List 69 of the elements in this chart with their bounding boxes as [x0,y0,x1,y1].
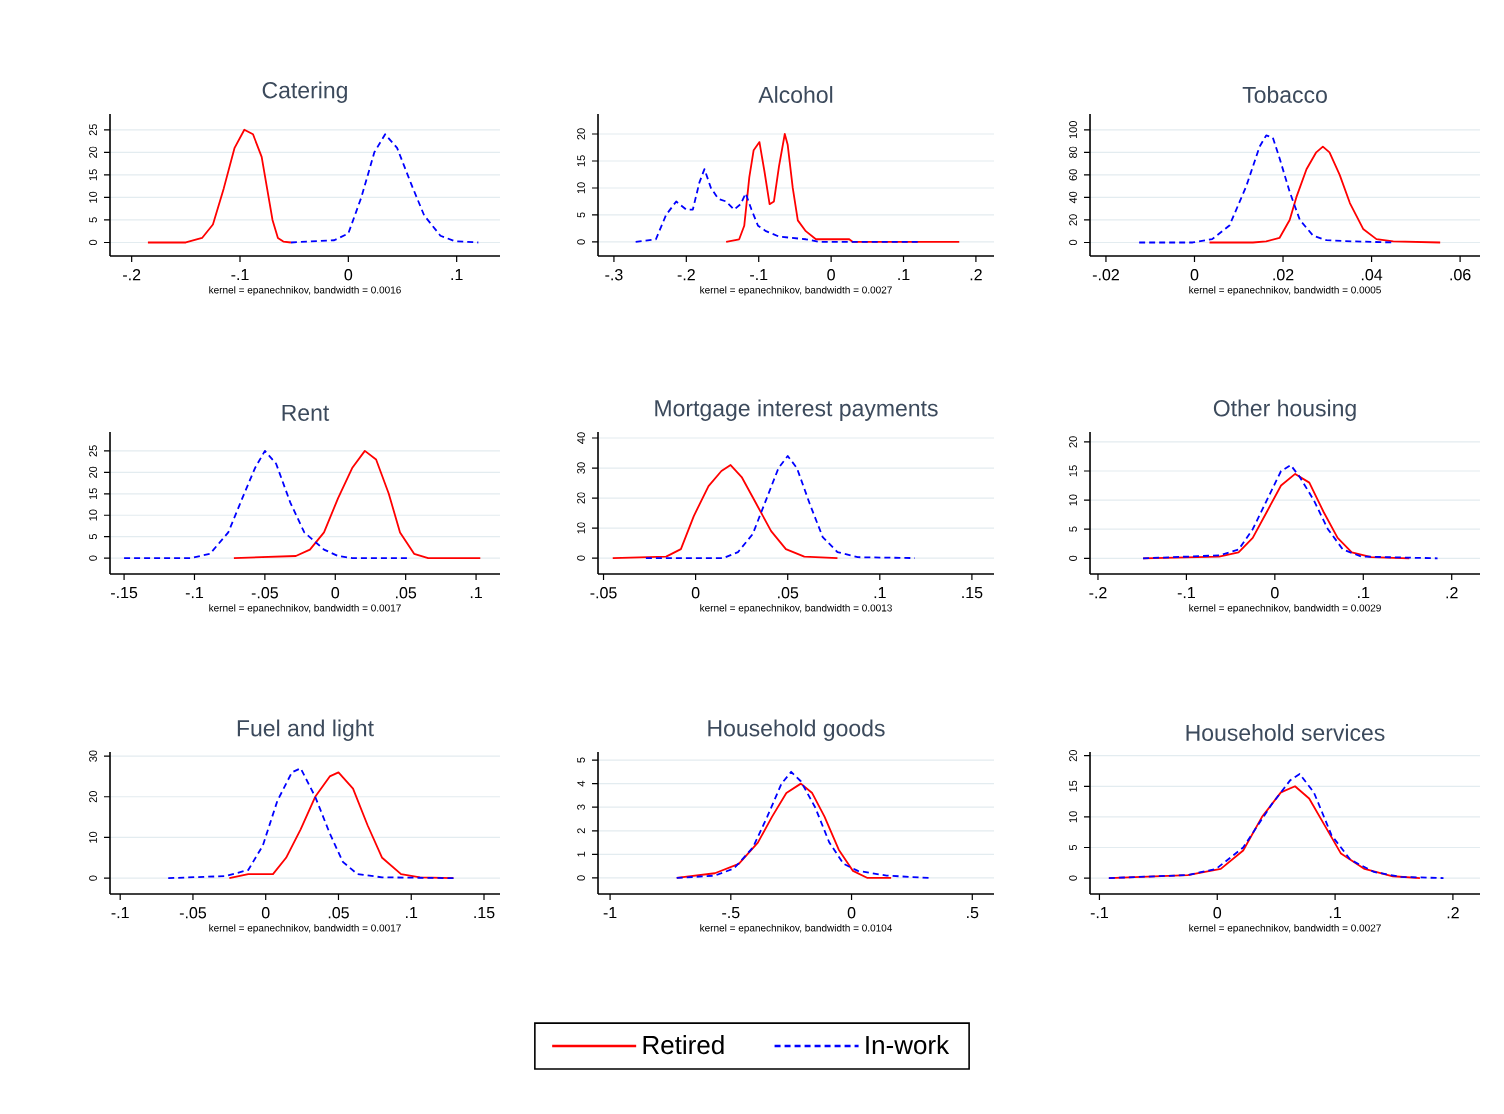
x-tick-label: .1 [1329,907,1341,919]
x-tick-label: .2 [1446,587,1458,599]
x-tick-label: .2 [1447,907,1459,919]
x-tick-label: -.2 [677,269,695,281]
x-tick-label: -.1 [1090,907,1108,919]
x-tick-label: -.05 [179,907,207,919]
x-tick-label: .05 [778,587,799,599]
x-tick-label: .2 [970,269,982,281]
x-tick-label: .15 [962,587,983,599]
x-tick-label: 0 [1271,587,1279,599]
chart-title: Fuel and light [237,719,374,741]
x-tick-label: .1 [451,269,463,281]
x-tick-label: .05 [328,907,349,919]
chart-title: Tobacco [1242,86,1327,103]
x-tick-label: 0 [1190,269,1199,281]
line-series [725,133,961,243]
line-series [611,464,839,559]
x-tick-label: -.5 [722,907,740,919]
line-series [147,128,292,244]
x-tick-label: 0 [1213,907,1222,919]
x-tick-label: .1 [470,587,482,599]
x-tick-label: .1 [874,587,886,599]
x-tick-label: .15 [474,907,495,919]
x-tick-label: 0 [331,587,340,599]
x-tick-label: -.2 [1089,587,1107,599]
x-tick-label: -.02 [1092,269,1119,281]
chart-title: Mortgage interest payments [655,399,938,421]
x-tick-label: 0 [847,907,856,919]
x-tick-label: -.1 [1177,587,1195,599]
x-tick-label: -.15 [111,587,138,599]
line-series [123,449,411,560]
x-tick-label: .1 [406,907,418,919]
x-tick-label: -.3 [605,269,623,281]
line-series [1138,134,1395,244]
chart-title: Alcohol [758,86,833,103]
line-series [675,782,893,879]
x-tick-label: .04 [1361,269,1383,281]
x-tick-label: .06 [1450,269,1471,281]
line-series [1142,464,1439,560]
x-tick-label: .05 [396,587,417,599]
x-tick-label: -.2 [123,269,141,281]
x-tick-label: 0 [691,587,700,599]
line-series [1208,145,1442,244]
line-series [233,449,482,560]
legend-label: In-work [866,1035,950,1055]
x-tick-label: .02 [1273,269,1294,281]
x-tick-label: -.1 [111,907,129,919]
x-tick-label: -.1 [231,269,249,281]
x-tick-label: -.1 [750,269,768,281]
line-series [675,770,931,879]
x-tick-label: .5 [967,907,979,919]
chart-title: Rent [282,404,330,421]
x-tick-label: .1 [1358,587,1370,599]
x-tick-label: -.05 [251,587,278,599]
x-tick-label: .1 [898,269,910,281]
line-series [167,767,455,880]
x-tick-label: 0 [344,269,353,281]
legend-label: Retired [643,1035,724,1055]
line-series [290,133,480,244]
x-tick-label: -.1 [185,587,204,599]
x-tick-label: 0 [827,269,835,281]
line-series [1107,773,1445,879]
chart-title: Household services [1186,724,1385,741]
x-tick-label: -.05 [590,587,617,599]
x-tick-label: 0 [261,907,270,919]
chart-title: Catering [262,81,347,103]
chart-title: Other housing [1213,399,1356,421]
chart-title: Household goods [708,719,885,741]
x-tick-label: -1 [603,907,617,919]
